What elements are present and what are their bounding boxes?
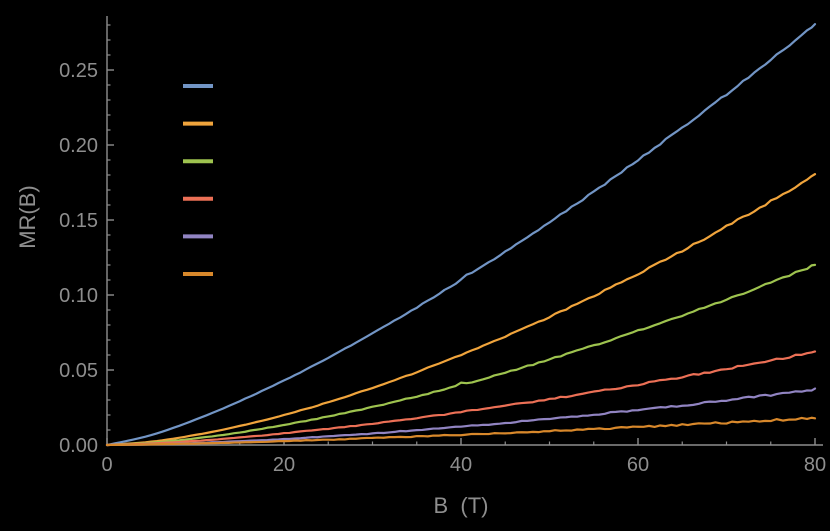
x-tick-label: 20: [273, 454, 295, 476]
series-line-3: [105, 263, 817, 447]
y-tick-label: 0.05: [59, 360, 98, 382]
y-tick-label: 0.10: [59, 285, 98, 307]
series-line-2: [105, 173, 817, 447]
legend: [183, 84, 213, 276]
y-axis-label: MR(B): [15, 185, 40, 249]
x-tick-label: 80: [804, 454, 826, 476]
x-tick-label: 0: [101, 454, 112, 476]
x-tick-label: 40: [450, 454, 472, 476]
series-line-4: [105, 350, 817, 447]
y-tick-label: 0.20: [59, 135, 98, 157]
series-line-6: [105, 416, 817, 447]
y-tick-label: 0.15: [59, 210, 98, 232]
x-tick-label: 60: [627, 454, 649, 476]
y-tick-label: 0.25: [59, 60, 98, 82]
x-axis-label: B (T): [433, 493, 489, 518]
y-tick-label: 0.00: [59, 435, 98, 457]
series-line-1: [105, 23, 817, 447]
